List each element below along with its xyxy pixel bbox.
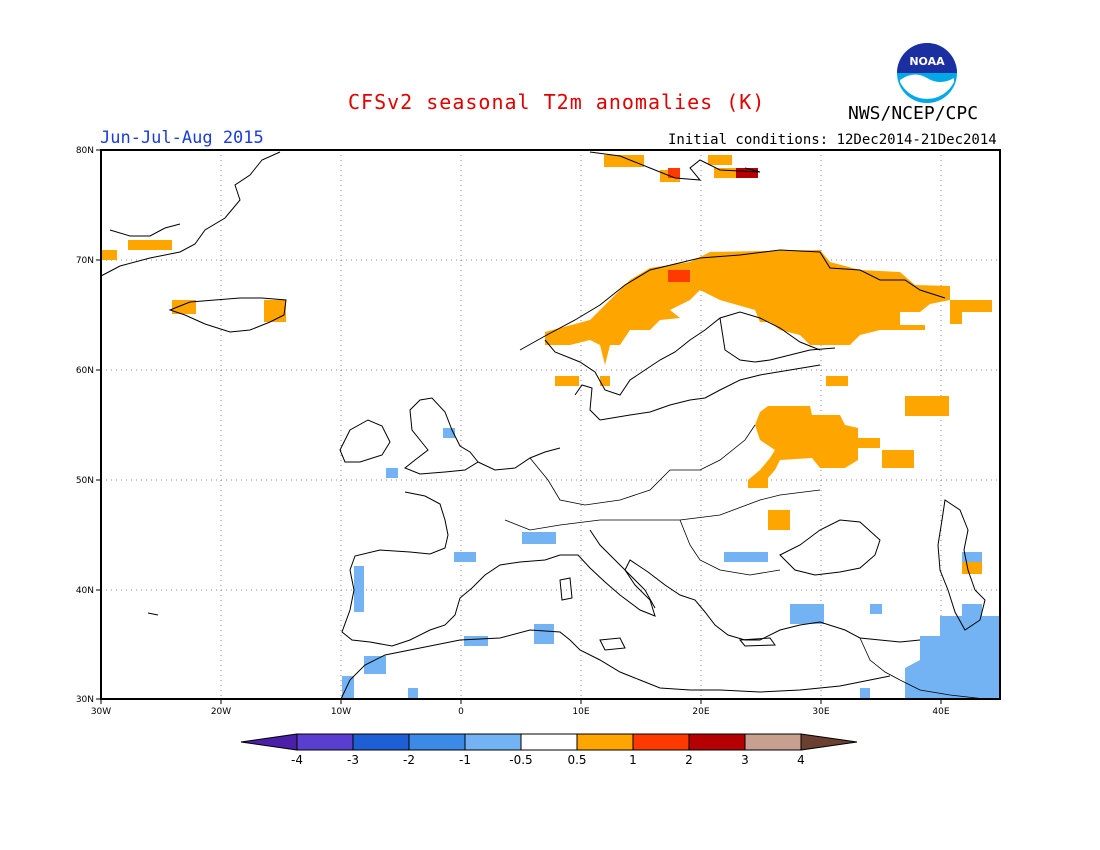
colorbar-bin-9 xyxy=(744,733,802,751)
lat-label-70n: 70N xyxy=(76,256,94,266)
map-frame xyxy=(100,149,1001,700)
agency-label: NWS/NCEP/CPC xyxy=(848,103,979,124)
colorbar-label: -1 xyxy=(459,753,471,767)
colorbar-bin-4 xyxy=(464,733,522,751)
colorbar-label: 1 xyxy=(629,753,637,767)
coastlines xyxy=(100,151,986,700)
colorbar-labels: -4 -3 -2 -1 -0.5 0.5 1 2 3 4 xyxy=(291,753,805,767)
colorbar-arrow-left xyxy=(240,733,298,751)
lat-label-50n: 50N xyxy=(76,476,94,486)
colorbar-label: -4 xyxy=(291,753,303,767)
strong-warm-anomaly-cells xyxy=(668,168,690,282)
map-gridlines xyxy=(101,150,1000,699)
noaa-logo: NOAA xyxy=(897,43,957,103)
colorbar-bin-6 xyxy=(576,733,634,751)
colorbar-label: -2 xyxy=(403,753,415,767)
colorbar xyxy=(240,733,858,751)
lon-label-10e: 10E xyxy=(572,707,589,717)
colorbar-label: -0.5 xyxy=(509,753,532,767)
colorbar-bin-1 xyxy=(296,733,354,751)
colorbar-bin-7 xyxy=(632,733,690,751)
colorbar-label: 3 xyxy=(741,753,749,767)
lon-label-0: 0 xyxy=(458,707,464,717)
map-ticks xyxy=(96,149,942,704)
colorbar-label: 2 xyxy=(685,753,693,767)
colorbar-arrow-right xyxy=(800,733,858,751)
noaa-logo-text: NOAA xyxy=(909,55,945,68)
lat-label-60n: 60N xyxy=(76,366,94,376)
initial-conditions-label: Initial conditions: 12Dec2014-21Dec2014 xyxy=(668,132,997,148)
lon-label-20w: 20W xyxy=(211,707,231,717)
very-strong-warm-anomaly-cells xyxy=(736,168,758,178)
lon-label-30e: 30E xyxy=(812,707,829,717)
colorbar-bin-8 xyxy=(688,733,746,751)
lat-label-80n: 80N xyxy=(76,146,94,156)
lat-label-30n: 30N xyxy=(76,695,94,705)
colorbar-bin-2 xyxy=(352,733,410,751)
lon-label-40e: 40E xyxy=(932,707,949,717)
colorbar-label: -3 xyxy=(347,753,359,767)
colorbar-label: 0.5 xyxy=(567,753,586,767)
colorbar-bin-5 xyxy=(520,733,578,751)
lon-label-20e: 20E xyxy=(692,707,709,717)
lat-label-40n: 40N xyxy=(76,586,94,596)
cool-anomaly-cells xyxy=(342,428,1000,699)
lon-label-10w: 10W xyxy=(331,707,351,717)
warm-anomaly-cells xyxy=(101,155,992,574)
map-title: CFSv2 seasonal T2m anomalies (K) xyxy=(348,90,766,114)
colorbar-bin-3 xyxy=(408,733,466,751)
colorbar-label: 4 xyxy=(797,753,805,767)
lon-label-30w: 30W xyxy=(91,707,111,717)
period-label: Jun-Jul-Aug 2015 xyxy=(100,128,264,148)
